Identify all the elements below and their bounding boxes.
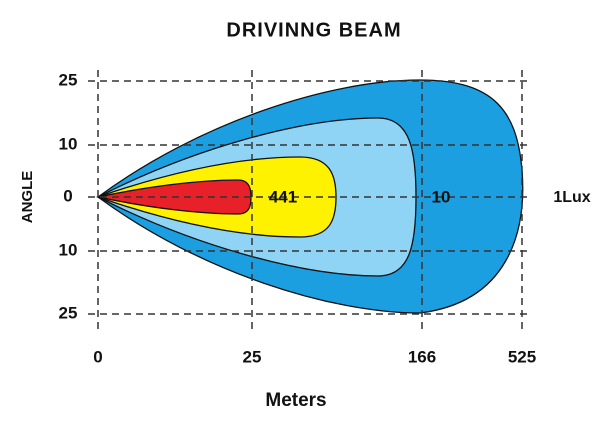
x-tick-label: 166 xyxy=(408,347,436,366)
y-axis-label: ANGLE xyxy=(19,171,36,224)
grid xyxy=(88,70,530,330)
y-tick-label: 10 xyxy=(59,240,78,259)
x-tick-label: 25 xyxy=(243,347,262,366)
y-tick-label: 10 xyxy=(59,134,78,153)
y-tick-label: 25 xyxy=(59,70,78,89)
x-tick-label: 525 xyxy=(508,347,536,366)
x-tick-label: 0 xyxy=(93,347,102,366)
zone-label: 441 xyxy=(269,187,297,206)
y-tick-label: 0 xyxy=(63,186,72,205)
y-tick-label: 25 xyxy=(59,303,78,322)
zone-label: 10 xyxy=(432,187,451,206)
zone-label: 1Lux xyxy=(553,189,590,206)
x-axis-label: Meters xyxy=(265,390,326,411)
title: DRIVINNG BEAM xyxy=(226,19,401,41)
